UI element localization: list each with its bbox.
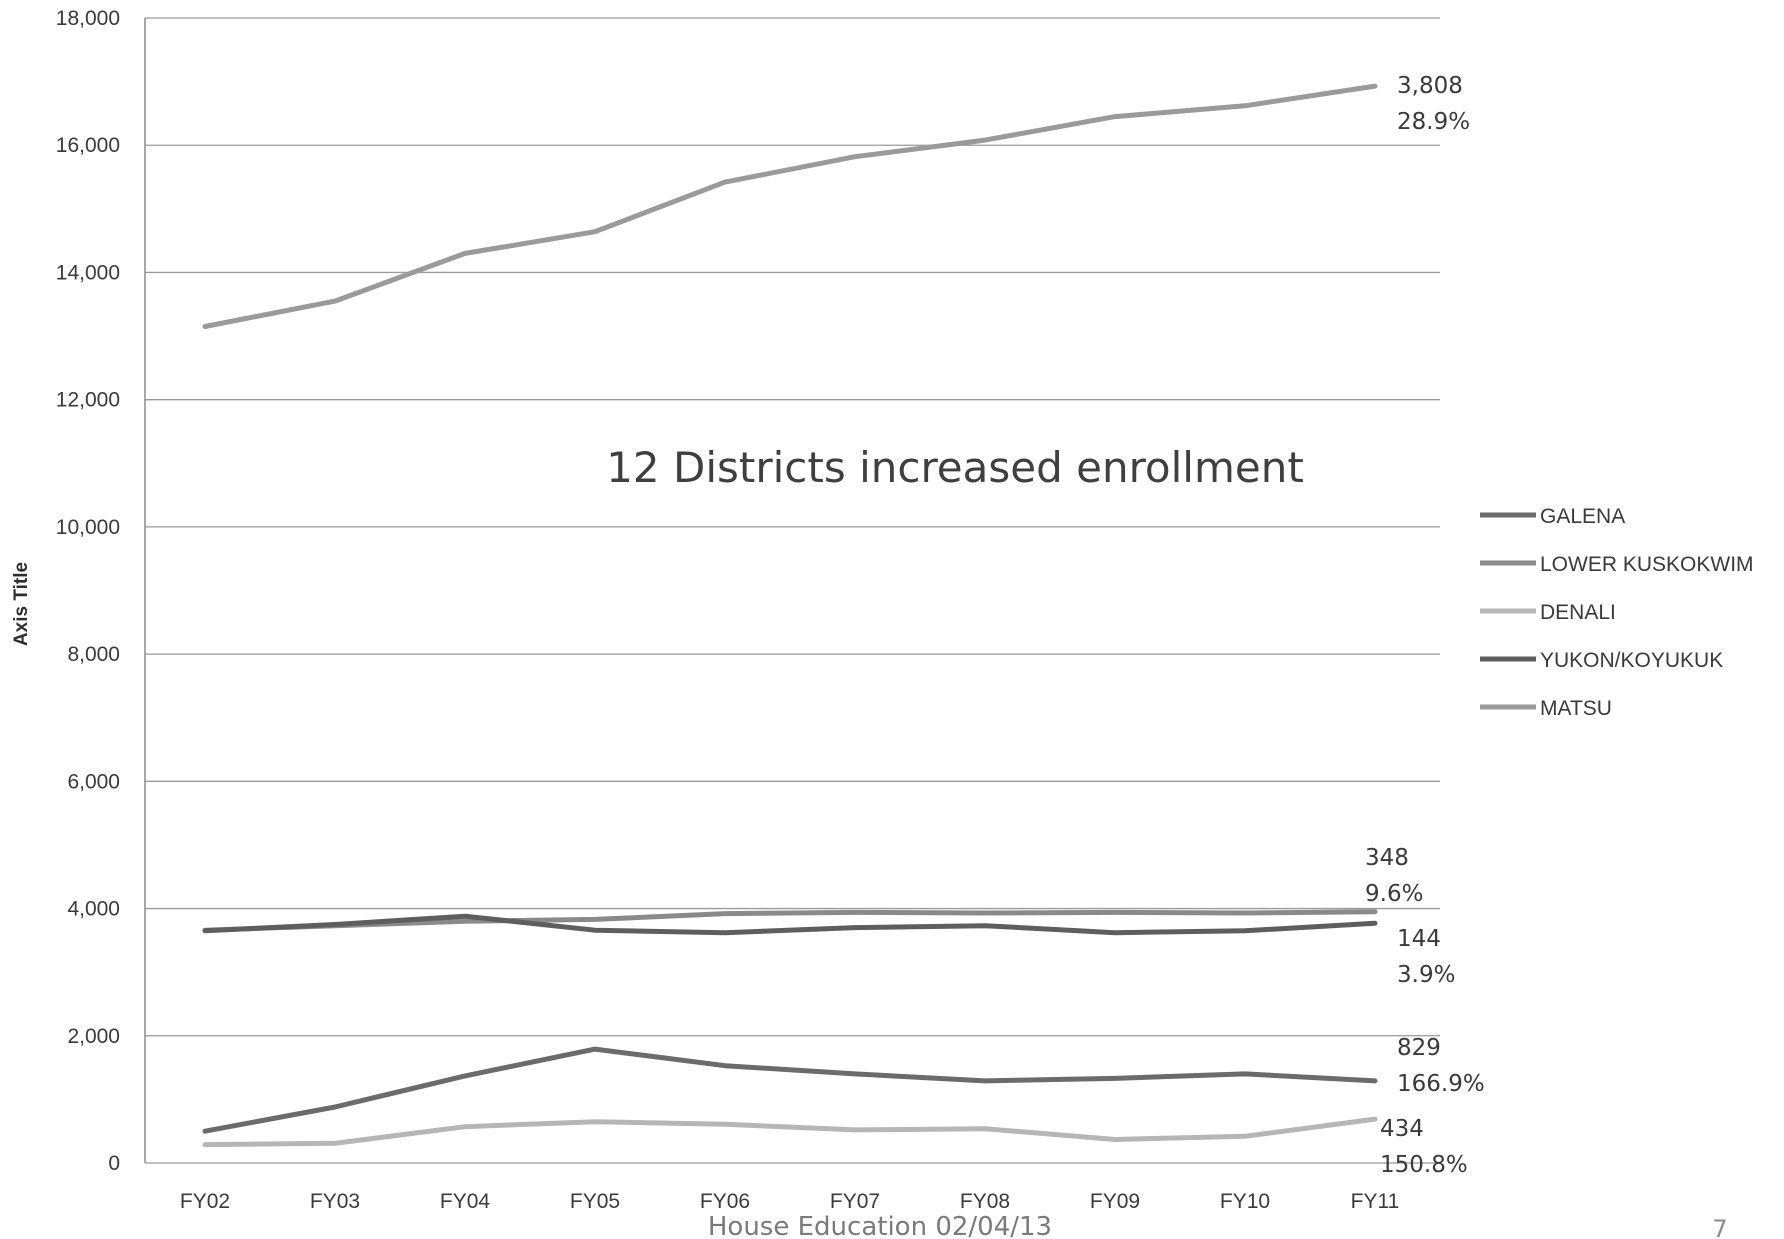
y-tick-label: 6,000 <box>67 770 120 793</box>
series-line-lower-kuskokwim <box>202 909 1378 933</box>
y-tick-label: 14,000 <box>56 261 120 284</box>
data-annotation: 829 <box>1397 1035 1441 1061</box>
gridlines <box>145 17 1440 1164</box>
x-tick-label: FY09 <box>1090 1190 1140 1213</box>
footer-text: House Education 02/04/13 <box>708 1212 1052 1239</box>
legend-label: YUKON/KOYUKUK <box>1540 649 1723 672</box>
legend-label: MATSU <box>1540 697 1612 720</box>
y-tick-label: 4,000 <box>67 898 120 921</box>
x-tick-label: FY05 <box>570 1190 620 1213</box>
series-line-yukon-koyukuk <box>202 913 1378 936</box>
data-annotation: 144 <box>1397 926 1441 952</box>
x-tick-label: FY10 <box>1220 1190 1270 1213</box>
x-tick-label: FY06 <box>700 1190 750 1213</box>
legend: GALENA LOWER KUSKOKWIM DENALI YUKON/KOYUKUK… <box>1480 505 1754 720</box>
x-tick-label: FY04 <box>440 1190 491 1213</box>
series-line-matsu <box>202 83 1378 329</box>
y-tick-labels: 0 2,000 4,000 6,000 8,000 10,000 12,000 14,000 1… <box>56 7 120 1175</box>
page-number: 7 <box>1712 1215 1727 1239</box>
x-tick-label: FY08 <box>960 1190 1010 1213</box>
data-annotation: 9.6% <box>1365 881 1423 907</box>
data-annotation: 434 <box>1380 1116 1424 1142</box>
y-tick-label: 12,000 <box>56 389 120 412</box>
series-line-denali <box>202 1116 1378 1148</box>
y-axis-title: Axis Title <box>11 562 32 646</box>
legend-label: LOWER KUSKOKWIM <box>1540 553 1754 576</box>
series-lines <box>202 83 1378 1148</box>
x-tick-label: FY02 <box>180 1190 230 1213</box>
y-tick-label: 10,000 <box>56 516 120 539</box>
legend-label: DENALI <box>1540 601 1616 624</box>
y-tick-label: 18,000 <box>56 7 120 30</box>
data-annotation: 3.9% <box>1397 962 1455 988</box>
y-tick-label: 0 <box>108 1152 120 1175</box>
chart-title: 12 Districts increased enrollment <box>606 443 1304 492</box>
y-tick-label: 8,000 <box>67 643 120 666</box>
x-tick-labels: FY02 FY03 FY04 FY05 FY06 FY07 FY08 FY09 FY10 FY11 <box>180 1190 1399 1213</box>
data-annotation: 3,808 <box>1397 73 1463 99</box>
data-annotation: 150.8% <box>1380 1152 1468 1178</box>
x-tick-label: FY11 <box>1351 1190 1400 1213</box>
data-annotation: 28.9% <box>1397 109 1470 135</box>
annotations: 3,808 28.9% 348 9.6% 144 3.9% 829 166.9% 434 150.… <box>1365 73 1485 1178</box>
data-annotation: 166.9% <box>1397 1071 1485 1097</box>
y-tick-label: 16,000 <box>56 134 120 157</box>
x-tick-label: FY07 <box>830 1190 880 1213</box>
legend-label: GALENA <box>1540 505 1625 528</box>
series-line-galena <box>202 1046 1378 1134</box>
x-tick-label: FY03 <box>310 1190 360 1213</box>
data-annotation: 348 <box>1365 845 1409 871</box>
y-tick-label: 2,000 <box>67 1025 120 1048</box>
